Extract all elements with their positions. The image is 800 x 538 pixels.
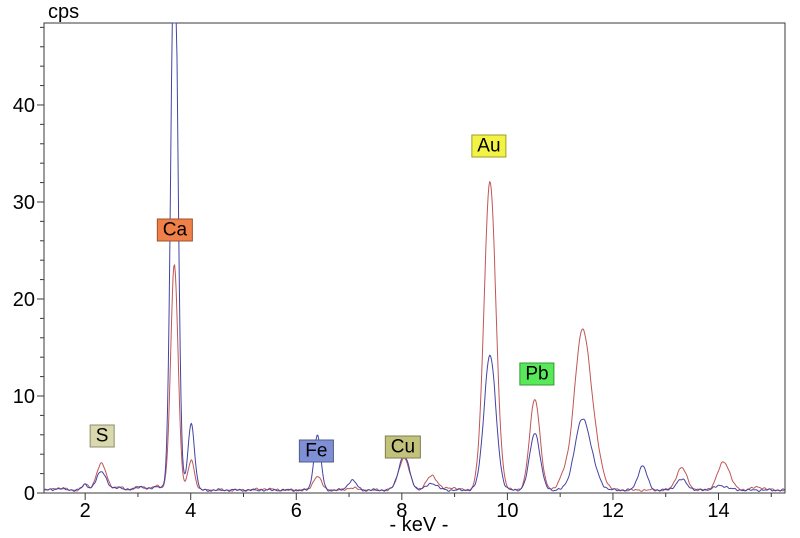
x-axis-tick-label: 6 (291, 500, 302, 522)
y-axis-title: cps (48, 1, 79, 23)
x-axis-title: - keV - (390, 514, 449, 536)
x-axis-tick-label: 8 (396, 500, 407, 522)
spectrum-blue-line (44, 22, 786, 492)
element-label-s: S (89, 424, 115, 448)
y-axis-tick-label: 20 (13, 289, 35, 311)
x-axis-tick-label: 2 (80, 500, 91, 522)
x-axis-tick-label: 10 (496, 500, 518, 522)
element-label-au: Au (471, 134, 507, 158)
y-axis-tick-label: 0 (24, 483, 35, 505)
y-axis-tick-label: 10 (13, 386, 35, 408)
element-label-cu: Cu (384, 435, 422, 459)
x-axis-tick-label: 4 (185, 500, 196, 522)
y-axis-tick-label: 40 (13, 95, 35, 117)
plot-frame (43, 22, 786, 494)
y-axis-tick-label: 30 (13, 192, 35, 214)
x-axis-tick-label: 12 (602, 500, 624, 522)
element-label-fe: Fe (299, 439, 334, 463)
element-label-pb: Pb (519, 362, 555, 386)
plot-area: 2 4 6 8 10 12 14 0 10 20 30 40 (13, 22, 786, 522)
element-label-ca: Ca (156, 218, 194, 242)
x-axis-tick-label: 14 (707, 500, 729, 522)
